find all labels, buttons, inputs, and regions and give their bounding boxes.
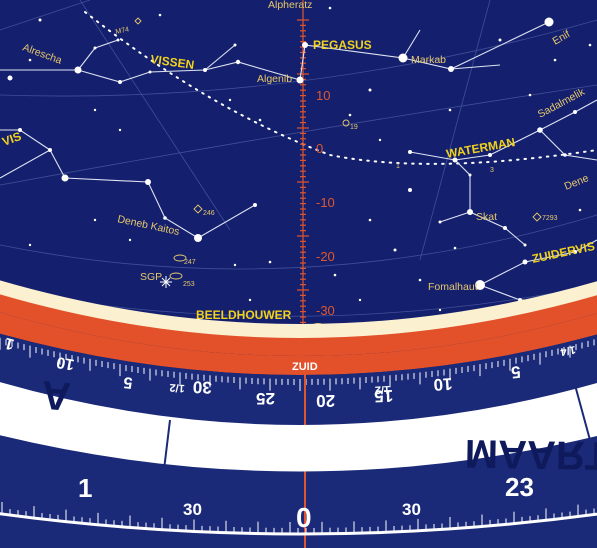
month-label-maart: MAART: [464, 431, 597, 478]
month-label-partial: A: [40, 372, 73, 418]
orange-ring: [0, 294, 597, 356]
bottom-min-30-left: 30: [183, 500, 202, 519]
dial-ticks: [0, 337, 595, 391]
star-algenib: Algenib: [257, 73, 292, 85]
ecliptic: [84, 11, 597, 165]
object-m74: M74: [115, 26, 130, 36]
bottom-center-0: 0: [296, 502, 312, 533]
constellation-beeldhouwer: BEELDHOUWER: [196, 308, 292, 322]
month-dividers: [162, 384, 591, 479]
orange-ring-lower: [0, 312, 597, 375]
dec-label-minus-20: -20: [316, 249, 335, 264]
object-19: 19: [350, 124, 358, 131]
month-band: [0, 382, 597, 472]
hour-label-half-right: 1/2: [375, 383, 391, 396]
cream-ring: [0, 280, 597, 342]
star-markab: Markab: [411, 54, 446, 66]
object-246: 246: [203, 210, 215, 217]
hour-label-5: 5: [123, 373, 134, 391]
min-label-25: 25: [256, 389, 275, 408]
hour-scale-labels: 1 10 5 1/2 30 25 20 15 10 5 1/2 1/4: [3, 334, 577, 411]
min-label-30: 30: [193, 377, 213, 397]
sgp-marker: [160, 276, 172, 288]
star-alpheratz-partial: Alpheratz: [268, 0, 312, 11]
bottom-hour-1: 1: [78, 473, 92, 503]
bottom-hour-23: 23: [505, 472, 534, 502]
object-247: 247: [184, 259, 196, 266]
constellation-partial-left: VIS: [0, 129, 23, 149]
dec-label-10: 10: [316, 88, 330, 103]
min-label-20: 20: [316, 391, 335, 410]
min-label-5: 5: [510, 362, 521, 382]
dec-label-minus-10: -10: [316, 195, 335, 210]
min-label-10: 10: [433, 374, 453, 394]
constellation-pegasus: PEGASUS: [313, 38, 372, 52]
hour-label-1: 1: [3, 334, 16, 353]
star-field: [7, 6, 592, 322]
object-sgp: SGP: [140, 271, 162, 283]
hour-label-half: 1/2: [169, 381, 185, 394]
object-1: 1: [396, 163, 400, 170]
hour-label-quarter-right: 1/4: [559, 343, 577, 358]
object-7293: 7293: [542, 215, 558, 222]
min-label-15: 15: [374, 386, 394, 406]
star-fomalhaut: Fomalhaut: [428, 281, 478, 293]
object-253: 253: [183, 281, 195, 288]
star-skat: Skat: [476, 211, 497, 223]
object-3: 3: [490, 167, 494, 174]
hour-label-10: 10: [55, 353, 76, 373]
bottom-min-30-right: 30: [402, 500, 421, 519]
constellation-vissen: VISSEN: [150, 52, 196, 72]
dec-label-0: 0: [316, 141, 323, 156]
dec-label-minus-30: -30: [316, 303, 335, 318]
bottom-ring-line: [0, 512, 597, 536]
compass-zuid: ZUID: [292, 361, 318, 373]
